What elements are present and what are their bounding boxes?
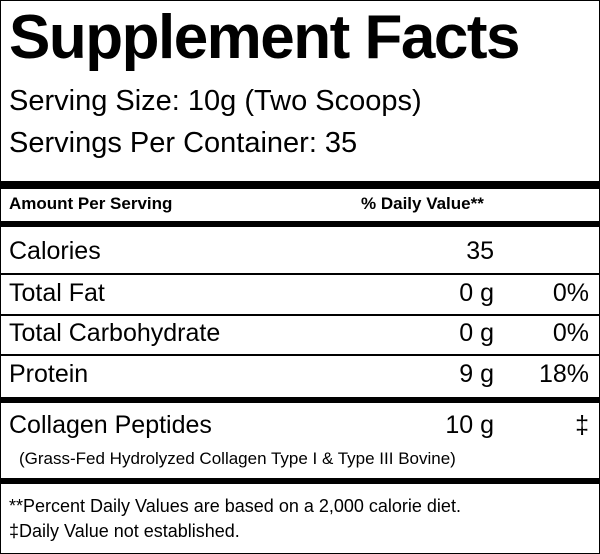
nutrient-amount: 10 g [445, 411, 494, 439]
ingredient-note: (Grass-Fed Hydrolyzed Collagen Type I & … [19, 449, 456, 468]
thin-rule [1, 273, 599, 275]
nutrient-name: Calories [9, 237, 101, 265]
column-header: % Daily Value** [361, 194, 484, 213]
daily-value: 0% [552, 319, 589, 347]
servings-per-container: Servings Per Container: 35 [9, 127, 358, 159]
nutrient-amount: 0 g [459, 279, 494, 307]
nutrient-name: Protein [9, 360, 89, 388]
thick-rule [1, 397, 599, 403]
daily-value: 18% [538, 360, 589, 388]
thick-rule [1, 181, 599, 189]
nutrient-amount: 35 [466, 237, 494, 265]
serving-size: Serving Size: 10g (Two Scoops) [9, 85, 422, 117]
title: Supplement Facts [9, 3, 521, 72]
thin-rule [1, 354, 599, 356]
daily-value: 0% [552, 279, 589, 307]
thin-rule [1, 314, 599, 316]
nutrient-name: Collagen Peptides [9, 411, 212, 439]
daily-value: ‡ [575, 411, 589, 439]
footnote: **Percent Daily Values are based on a 2,… [9, 496, 461, 516]
column-header: Amount Per Serving [9, 194, 173, 213]
nutrient-name: Total Fat [9, 279, 105, 307]
nutrient-name: Total Carbohydrate [9, 319, 221, 347]
footnote: ‡Daily Value not established. [9, 521, 240, 541]
thick-rule [1, 221, 599, 227]
nutrient-amount: 9 g [459, 360, 494, 388]
nutrient-amount: 0 g [459, 319, 494, 347]
thick-rule [1, 478, 599, 484]
